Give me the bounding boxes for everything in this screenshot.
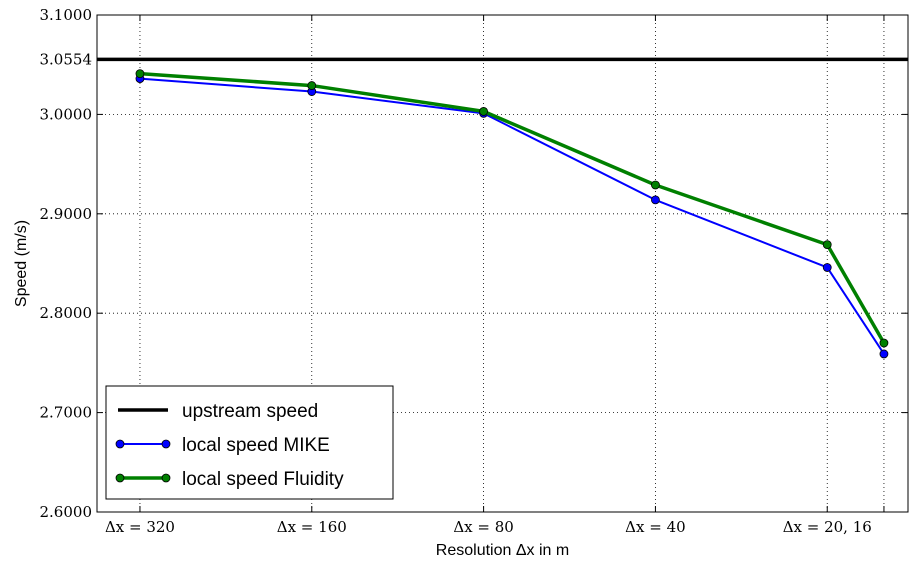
legend-box [105,385,394,500]
x-tick-label: Δx = 80 [453,518,513,536]
x-axis-label: Resolution Δx in m [436,542,569,559]
data-point-local-speed-fluidity [651,180,660,190]
series-layer [97,57,908,359]
x-tick-label: Δx = 320 [105,518,175,536]
x-tick-label: Δx = 20, 16 [783,518,872,536]
data-point-local-speed-mike [651,195,660,205]
x-tick-label: Δx = 160 [277,518,347,536]
data-point-local-speed-fluidity [822,240,832,250]
y-tick-label: 2.9000 [40,205,93,223]
data-point-local-speed-fluidity [879,338,889,348]
legend-swatch-marker [115,473,125,483]
ticks: 2.6000 2.7000 2.8000 2.9000 3.0000 3.0554 3.10… [40,6,908,536]
y-tick-label: 2.7000 [40,404,93,422]
legend-swatch-marker [161,473,171,483]
x-tick-label: Δx = 40 [625,518,685,536]
plot-frame [96,14,909,513]
y-tick-label: 3.0554 [40,50,93,68]
legend-swatch-marker [115,439,125,449]
data-point-local-speed-fluidity [479,107,488,116]
y-tick-label: 3.0000 [40,105,93,123]
y-tick-label: 2.8000 [40,304,93,322]
data-point-local-speed-fluidity [307,81,317,90]
legend-label: local speed Fluidity [182,469,344,490]
y-tick-label: 2.6000 [40,503,93,521]
y-tick-label: 3.1000 [40,6,93,24]
legend-swatch-marker [161,439,171,449]
legend-label: upstream speed [182,401,318,422]
legend: upstream speed local speed MIKE local spee… [105,385,394,500]
data-point-local-speed-mike [822,263,832,272]
legend-label: local speed MIKE [182,435,330,456]
data-point-local-speed-fluidity [135,69,145,79]
y-axis-label: Speed (m/s) [13,220,30,307]
series-line-local-speed-fluidity [139,71,886,344]
data-point-local-speed-mike [879,349,889,359]
series-line-local-speed-mike [139,77,885,355]
